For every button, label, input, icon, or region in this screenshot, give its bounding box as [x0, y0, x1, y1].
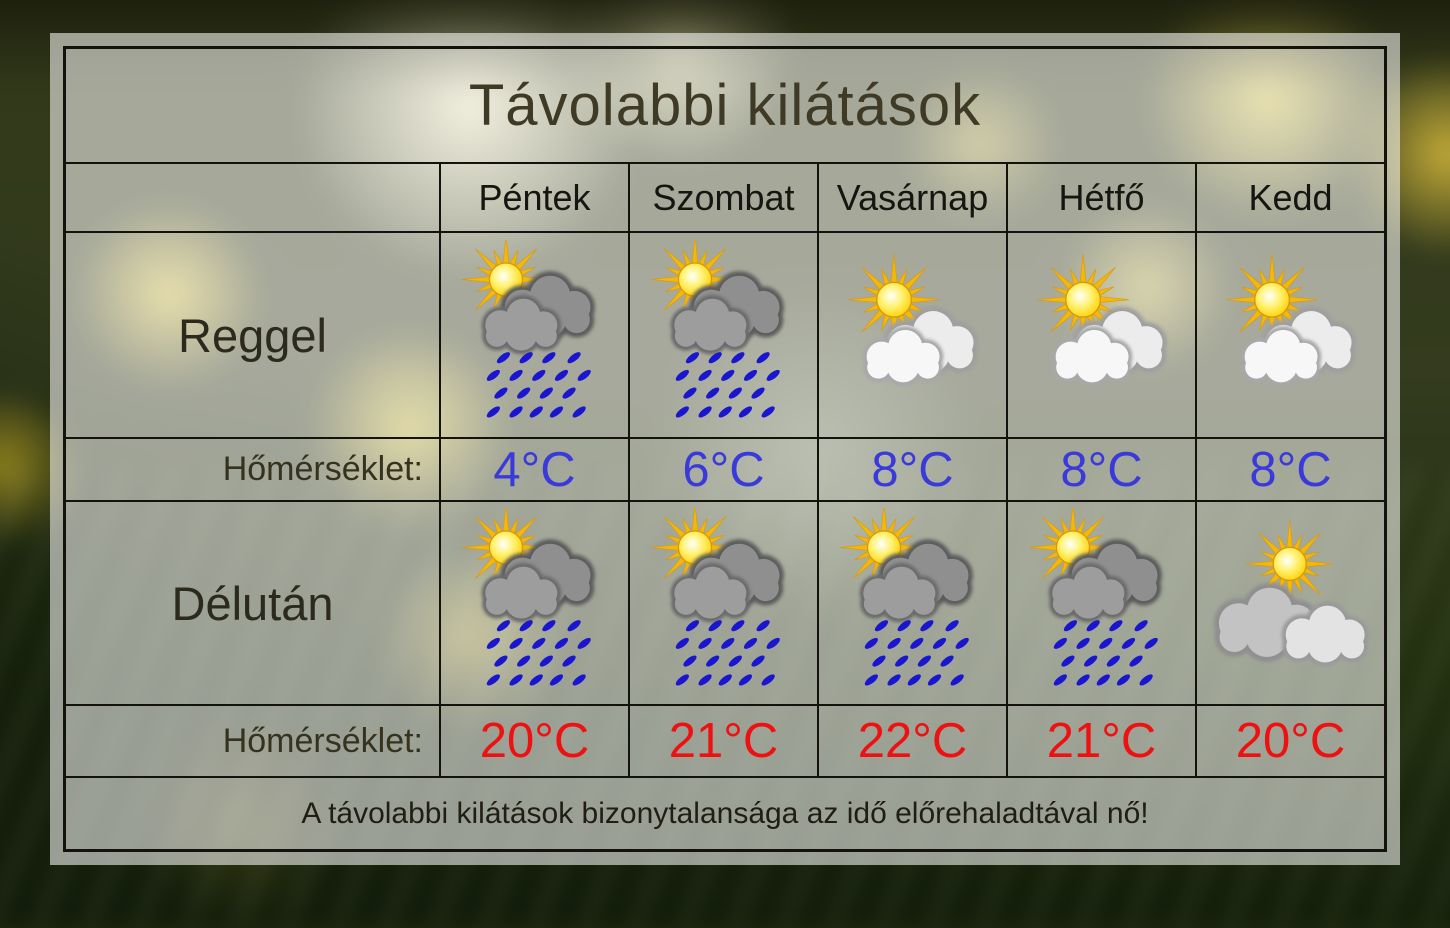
weather-icon	[1020, 508, 1184, 698]
temp-value: 8°C	[1060, 442, 1143, 497]
day-header-szombat: Szombat	[629, 163, 818, 232]
morning-icon-cell	[440, 232, 629, 438]
temp-value: 20°C	[479, 714, 590, 768]
morning-icon-cell	[1196, 232, 1385, 438]
temp-value: 6°C	[682, 442, 765, 497]
temp-value: 4°C	[493, 442, 576, 497]
temp-value: 21°C	[1046, 714, 1157, 768]
temp-value: 22°C	[857, 714, 968, 768]
afternoon-icon-cell	[629, 501, 818, 705]
morning-icon-cell	[1007, 232, 1196, 438]
temp-value: 20°C	[1235, 714, 1346, 768]
weather-icon	[453, 508, 617, 698]
afternoon-temp-cell: 20°C	[1196, 705, 1385, 777]
afternoon-temp-label: Hőmérséklet:	[65, 705, 440, 777]
day-header-hetfo: Hétfő	[1007, 163, 1196, 232]
morning-temp-label: Hőmérséklet:	[65, 438, 440, 501]
morning-temp-cell: 8°C	[818, 438, 1007, 501]
forecast-table: Távolabbi kilátások Péntek Szombat Vasár…	[63, 46, 1387, 852]
uncertainty-note: A távolabbi kilátások bizonytalansága az…	[301, 796, 1149, 830]
title-row: Távolabbi kilátások	[65, 48, 1385, 163]
weather-icon	[453, 240, 617, 430]
morning-icon-cell	[818, 232, 1007, 438]
afternoon-icon-cell	[1007, 501, 1196, 705]
day-header-vasarnap: Vasárnap	[818, 163, 1007, 232]
day-header-kedd: Kedd	[1196, 163, 1385, 232]
weather-icon	[1209, 240, 1373, 430]
afternoon-temp-cell: 21°C	[629, 705, 818, 777]
weather-icon	[642, 240, 806, 430]
morning-icon-cell	[629, 232, 818, 438]
afternoon-icon-cell	[440, 501, 629, 705]
weather-icon	[831, 508, 995, 698]
morning-temp-cell: 8°C	[1196, 438, 1385, 501]
afternoon-icon-cell	[1196, 501, 1385, 705]
afternoon-row-label: Délután	[65, 501, 440, 705]
weather-icon	[1209, 508, 1373, 698]
morning-temp-cell: 4°C	[440, 438, 629, 501]
forecast-panel: Távolabbi kilátások Péntek Szombat Vasár…	[50, 33, 1400, 865]
weather-icon	[1020, 240, 1184, 430]
morning-row-label: Reggel	[65, 232, 440, 438]
temp-value: 8°C	[871, 442, 954, 497]
page-title: Távolabbi kilátások	[468, 73, 982, 138]
footer-row: A távolabbi kilátások bizonytalansága az…	[65, 777, 1385, 850]
afternoon-icon-cell	[818, 501, 1007, 705]
morning-temp-cell: 8°C	[1007, 438, 1196, 501]
weather-icon	[642, 508, 806, 698]
day-header-pentek: Péntek	[440, 163, 629, 232]
afternoon-temp-cell: 22°C	[818, 705, 1007, 777]
afternoon-temp-cell: 20°C	[440, 705, 629, 777]
temp-value: 21°C	[668, 714, 779, 768]
temp-value: 8°C	[1249, 442, 1332, 497]
weather-icon	[831, 240, 995, 430]
corner-cell	[65, 163, 440, 232]
afternoon-temp-cell: 21°C	[1007, 705, 1196, 777]
morning-temp-cell: 6°C	[629, 438, 818, 501]
